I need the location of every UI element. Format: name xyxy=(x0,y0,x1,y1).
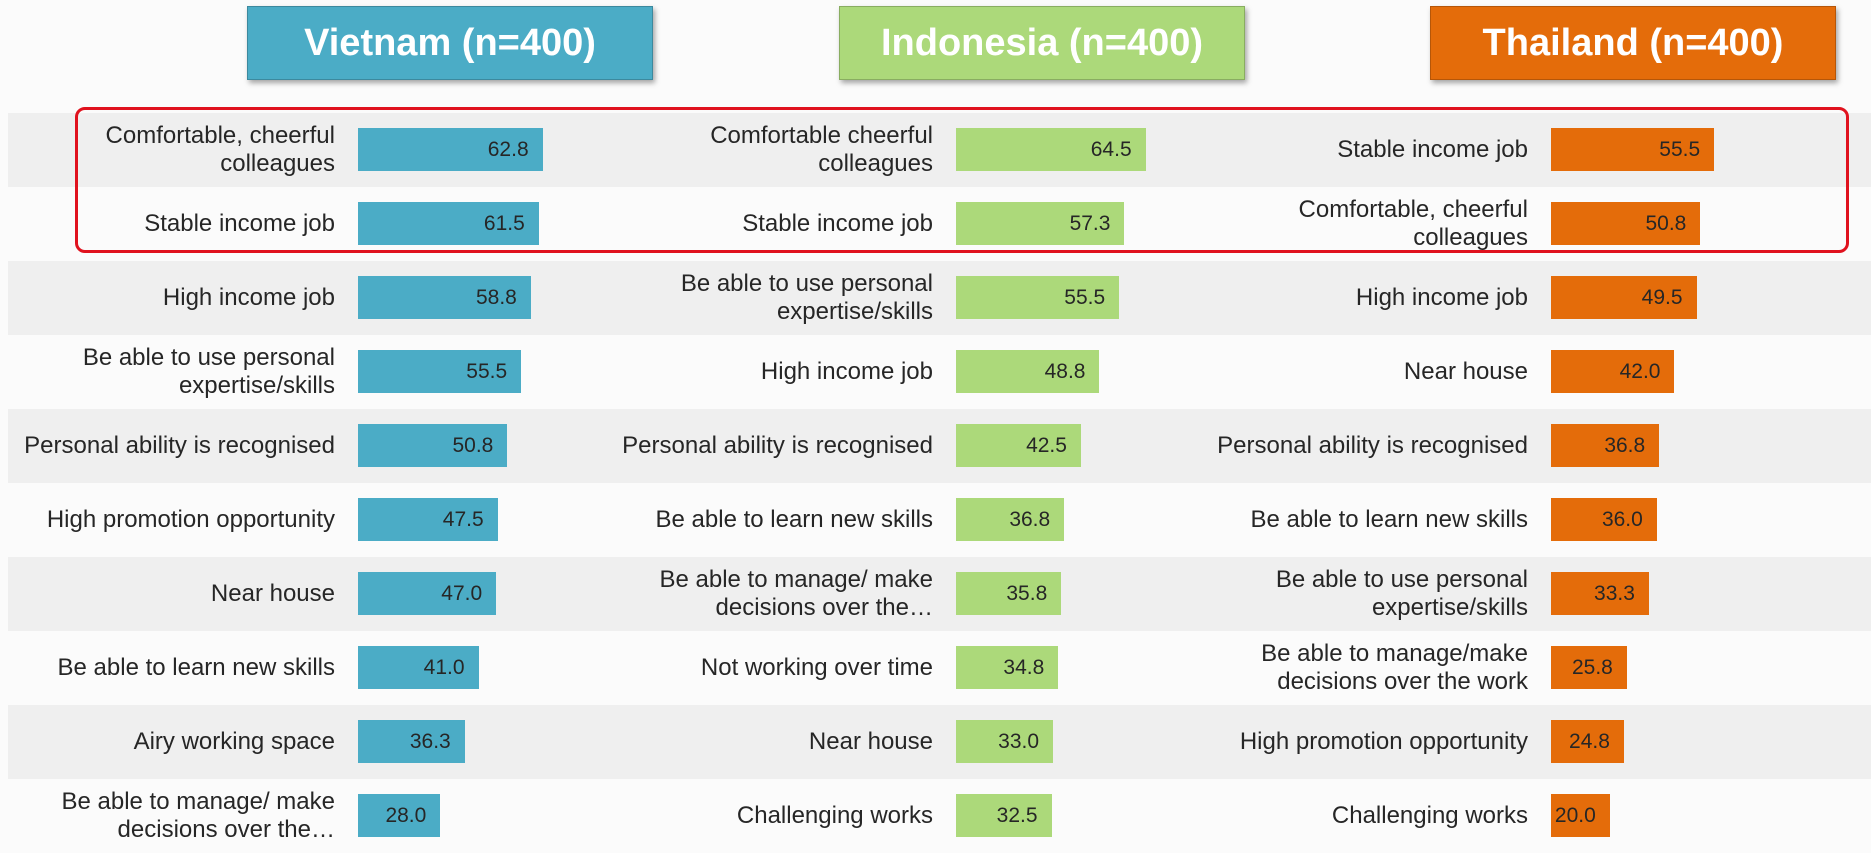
bar xyxy=(358,572,497,615)
category-label: Be able to manage/make decisions over th… xyxy=(1261,640,1528,695)
bar xyxy=(956,276,1120,319)
bar xyxy=(358,276,531,319)
category-label: Personal ability is recognised xyxy=(24,432,335,459)
bar xyxy=(956,572,1062,615)
value-label: 57.3 xyxy=(1069,212,1111,235)
bar xyxy=(956,424,1081,467)
bar xyxy=(1551,350,1675,393)
value-label: 33.3 xyxy=(1594,582,1635,605)
bar xyxy=(358,794,441,837)
value-label: 34.8 xyxy=(1003,656,1045,679)
value-label: 47.0 xyxy=(441,582,483,605)
value-label: 36.8 xyxy=(1604,434,1646,457)
category-label: High income job xyxy=(162,284,335,311)
bar xyxy=(956,794,1052,837)
category-label: Near house xyxy=(808,728,933,755)
value-label: 28.0 xyxy=(385,804,427,827)
bar xyxy=(956,350,1100,393)
category-label: Be able to manage/ make decisions over t… xyxy=(61,788,335,843)
bar xyxy=(358,424,508,467)
bar xyxy=(358,646,479,689)
category-label: High promotion opportunity xyxy=(1239,728,1528,755)
bar xyxy=(1551,202,1701,245)
category-label: High income job xyxy=(1355,284,1528,311)
category-label: Be able to learn new skills xyxy=(655,506,933,533)
chart-title: Indonesia (n=400) xyxy=(839,6,1245,80)
category-label: Comfortable, cheerful colleagues xyxy=(1298,196,1528,251)
category-label: Be able to use personal expertise/skills xyxy=(680,270,933,325)
bar xyxy=(1551,498,1657,541)
value-label: 50.8 xyxy=(452,434,494,457)
value-label: 64.5 xyxy=(1090,138,1132,161)
value-label: 47.5 xyxy=(442,508,484,531)
bar xyxy=(1551,128,1715,171)
value-label: 42.0 xyxy=(1619,360,1661,383)
highlight-frame xyxy=(75,107,1849,253)
value-label: 42.5 xyxy=(1026,434,1067,457)
bar xyxy=(358,128,543,171)
category-label: High promotion opportunity xyxy=(46,506,335,533)
category-label: Comfortable cheerful colleagues xyxy=(710,122,933,177)
value-label: 49.5 xyxy=(1641,286,1683,309)
bar xyxy=(1551,276,1697,319)
bar xyxy=(358,202,539,245)
bar xyxy=(358,498,498,541)
bar xyxy=(956,498,1065,541)
value-label: 62.8 xyxy=(487,138,529,161)
value-label: 55.5 xyxy=(1064,286,1106,309)
value-label: 58.8 xyxy=(475,286,517,309)
category-label: Be able to learn new skills xyxy=(1250,506,1528,533)
value-label: 36.3 xyxy=(409,730,451,753)
value-label: 41.0 xyxy=(423,656,465,679)
chart-title: Thailand (n=400) xyxy=(1430,6,1836,80)
category-label: Personal ability is recognised xyxy=(622,432,933,459)
category-label: Be able to learn new skills xyxy=(57,654,335,681)
category-label: Comfortable, cheerful colleagues xyxy=(105,122,335,177)
value-label: 35.8 xyxy=(1006,582,1048,605)
category-label: Near house xyxy=(1403,358,1528,385)
bar xyxy=(956,128,1146,171)
category-label: Challenging works xyxy=(1331,802,1528,829)
bar xyxy=(1551,794,1610,837)
value-label: 32.5 xyxy=(996,804,1038,827)
category-label: Stable income job xyxy=(1337,136,1528,163)
category-label: Challenging works xyxy=(736,802,933,829)
bar xyxy=(1551,572,1649,615)
bar xyxy=(956,202,1125,245)
bar xyxy=(358,350,522,393)
bar xyxy=(956,720,1054,763)
value-label: 36.0 xyxy=(1601,508,1643,531)
category-label: Stable income job xyxy=(144,210,335,237)
bar xyxy=(1551,720,1624,763)
value-label: 24.8 xyxy=(1569,730,1610,753)
bar xyxy=(956,646,1059,689)
value-label: 61.5 xyxy=(483,212,525,235)
value-label: 25.8 xyxy=(1571,656,1613,679)
category-label: Personal ability is recognised xyxy=(1217,432,1528,459)
value-label: 48.8 xyxy=(1044,360,1086,383)
category-label: Be able to use personal expertise/skills xyxy=(1275,566,1528,621)
category-label: Be able to use personal expertise/skills xyxy=(82,344,335,399)
bar xyxy=(358,720,465,763)
category-label: Airy working space xyxy=(133,728,335,755)
category-label: Be able to manage/ make decisions over t… xyxy=(659,566,933,621)
category-label: Near house xyxy=(210,580,335,607)
value-label: 36.8 xyxy=(1009,508,1051,531)
chart-title: Vietnam (n=400) xyxy=(247,6,653,80)
value-label: 55.5 xyxy=(466,360,508,383)
value-label: 20.0 xyxy=(1554,804,1596,827)
value-label: 55.5 xyxy=(1659,138,1701,161)
category-label: High income job xyxy=(760,358,933,385)
value-label: 33.0 xyxy=(998,730,1040,753)
bar xyxy=(1551,424,1660,467)
category-label: Stable income job xyxy=(742,210,933,237)
bar xyxy=(1551,646,1627,689)
category-label: Not working over time xyxy=(700,654,933,681)
value-label: 50.8 xyxy=(1645,212,1687,235)
